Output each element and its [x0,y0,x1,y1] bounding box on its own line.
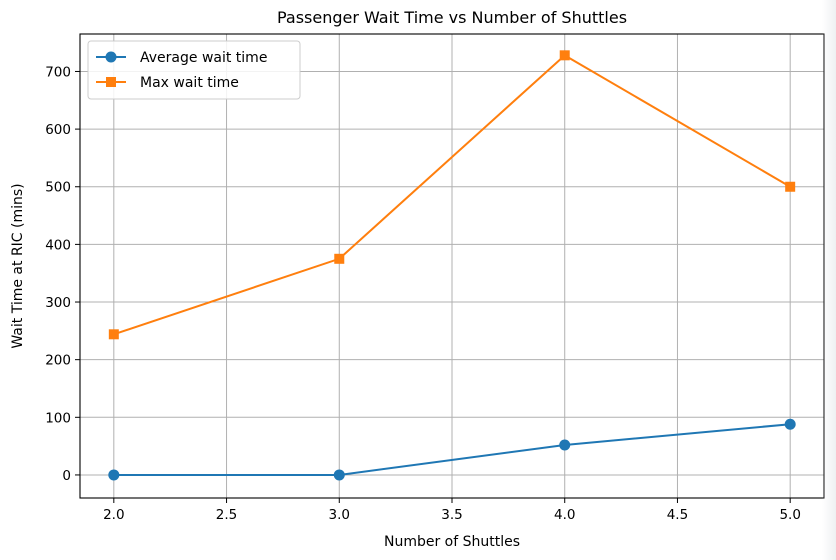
legend-marker [105,51,117,63]
legend-entries: Average wait time Max wait time [96,50,267,91]
y-tick-label: 100 [45,410,71,426]
legend: Average wait time Max wait time [87,40,301,100]
x-tick-label: 3.5 [441,507,462,523]
data-point [785,181,796,192]
y-axis-label: Wait Time at RIC (mins) [10,183,26,348]
x-axis-label: Number of Shuttles [384,534,520,550]
legend-label: Average wait time [140,50,267,66]
chart-title: Passenger Wait Time vs Number of Shuttle… [277,8,627,27]
data-point [334,253,345,264]
data-point [108,469,120,481]
y-tick-label: 200 [45,353,71,369]
series-line [113,423,791,476]
y-tick-label: 0 [62,468,71,484]
y-tick-label: 600 [45,122,71,138]
series-layer [108,50,796,481]
y-tick-label: 400 [45,237,71,253]
data-point [333,469,345,481]
data-point [108,329,119,340]
x-tick-label: 4.5 [667,507,688,523]
series-0 [108,418,796,481]
legend-box [87,40,301,100]
data-point [559,439,571,451]
y-tick-label: 500 [45,180,71,196]
x-tick-label: 5.0 [779,507,800,523]
window-edge [822,0,836,560]
y-tick-label: 700 [45,64,71,80]
tick-layer: 2.0 2.5 3.0 3.5 4.0 4.5 5.0 0 100 200 300 400 500 600… [45,64,801,523]
series-1 [108,50,796,340]
x-tick-label: 4.0 [554,507,575,523]
data-point [559,50,570,61]
x-tick-label: 2.0 [103,507,124,523]
x-tick-label: 2.5 [216,507,237,523]
legend-label: Max wait time [140,75,239,91]
data-point [784,418,796,430]
grid-layer [80,34,824,498]
y-tick-label: 300 [45,295,71,311]
legend-marker [106,77,116,87]
series-line [113,54,791,336]
x-tick-label: 3.0 [329,507,350,523]
